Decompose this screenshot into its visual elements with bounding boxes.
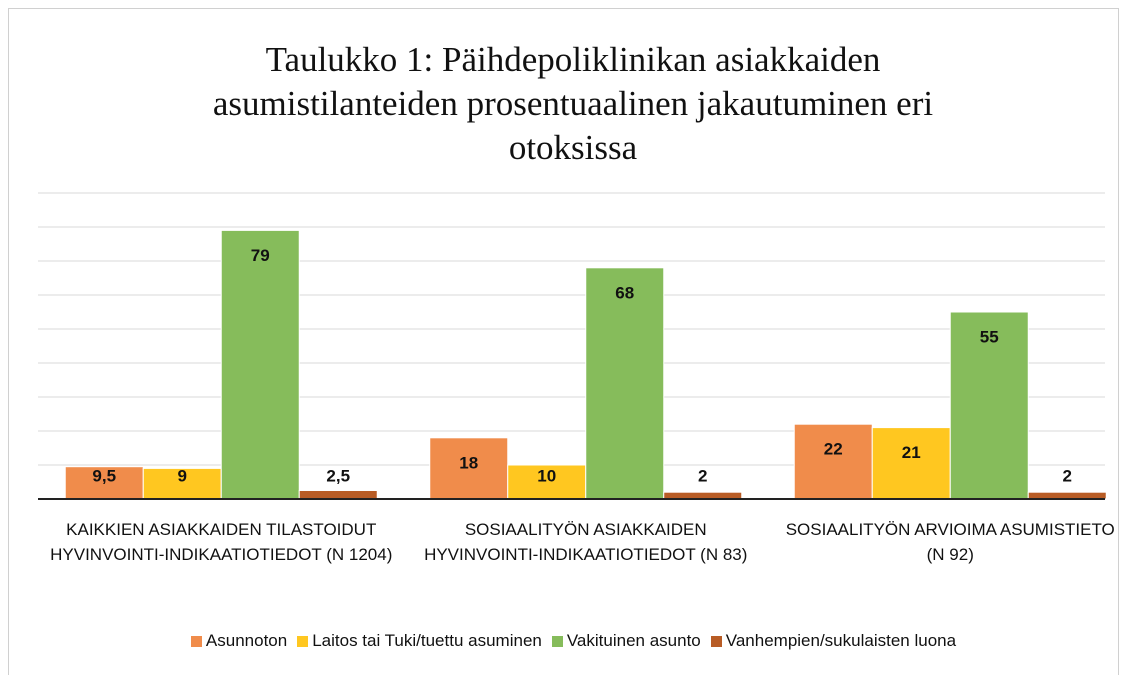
legend: Asunnoton Laitos tai Tuki/tuettu asuminen… bbox=[0, 631, 1147, 651]
legend-item: Laitos tai Tuki/tuettu asuminen bbox=[297, 631, 542, 651]
legend-label: Vanhempien/sukulaisten luona bbox=[725, 631, 957, 650]
legend-label: Laitos tai Tuki/tuettu asuminen bbox=[312, 631, 542, 650]
x-tick-label: KAIKKIEN ASIAKKAIDEN TILASTOIDUT HYVINVO… bbox=[50, 520, 393, 564]
bar bbox=[64, 466, 144, 500]
legend-swatch bbox=[297, 635, 309, 647]
data-label: 68 bbox=[615, 283, 634, 302]
bar bbox=[871, 427, 951, 500]
data-label: 10 bbox=[537, 466, 556, 485]
data-label: 22 bbox=[824, 440, 843, 459]
legend-swatch bbox=[551, 635, 563, 647]
x-tick-label: SOSIAALITYÖN ARVIOIMA ASUMISTIETO (N 92) bbox=[785, 520, 1115, 564]
data-label: 2,5 bbox=[326, 466, 350, 485]
bar bbox=[507, 464, 587, 500]
data-label: 9,5 bbox=[92, 466, 116, 485]
data-label: 21 bbox=[902, 443, 921, 462]
data-label: 55 bbox=[980, 327, 999, 346]
bar bbox=[298, 490, 378, 500]
bar bbox=[585, 267, 665, 500]
x-tick-label: SOSIAALITYÖN ASIAKKAIDEN HYVINVOINTI-IND… bbox=[424, 520, 748, 564]
legend-item: Vakituinen asunto bbox=[551, 631, 701, 651]
data-label: 2 bbox=[698, 466, 707, 485]
bar bbox=[220, 229, 300, 500]
legend-label: Asunnoton bbox=[205, 631, 288, 650]
chart-frame bbox=[8, 8, 1119, 675]
bar bbox=[1027, 491, 1107, 500]
bar bbox=[663, 491, 743, 500]
bar bbox=[429, 437, 509, 500]
bar bbox=[949, 311, 1029, 500]
data-label: 9 bbox=[178, 466, 187, 485]
legend-swatch bbox=[190, 635, 202, 647]
bar bbox=[793, 423, 873, 500]
data-label: 79 bbox=[251, 246, 270, 265]
legend-item: Asunnoton bbox=[190, 631, 288, 651]
legend-label: Vakituinen asunto bbox=[566, 631, 701, 650]
bar bbox=[142, 467, 222, 500]
chart-title: Taulukko 1: Päihdepoliklinikan asiakkaid… bbox=[212, 40, 934, 167]
legend-item: Vanhempien/sukulaisten luona bbox=[710, 631, 957, 651]
legend-swatch bbox=[710, 635, 722, 647]
data-label: 18 bbox=[459, 453, 478, 472]
data-label: 2 bbox=[1063, 466, 1072, 485]
